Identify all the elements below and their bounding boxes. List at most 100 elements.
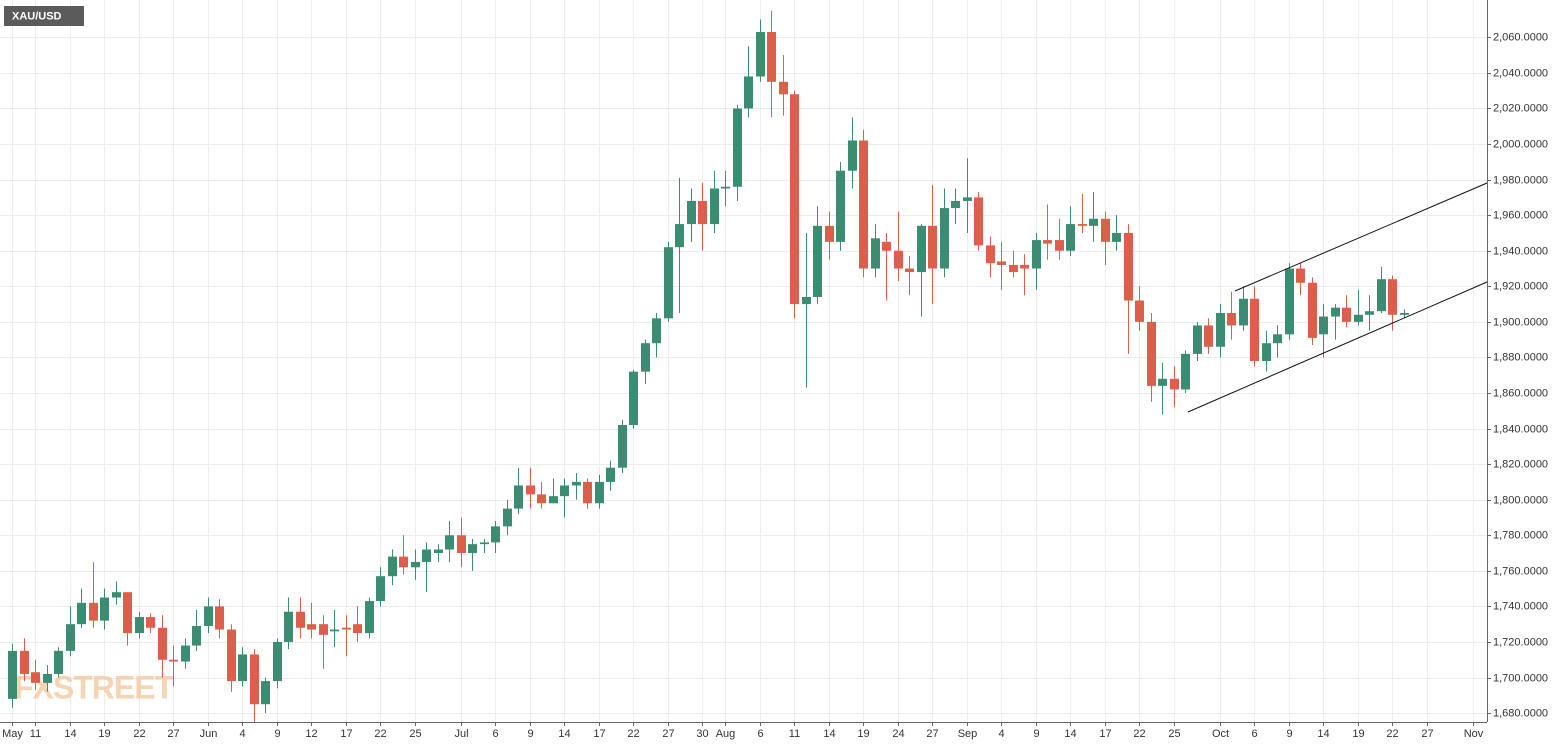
candle-body [296,611,305,628]
candle-body [215,606,224,630]
x-tick-label: 9 [1286,728,1292,740]
x-tick-label: Sep [958,728,978,740]
candle-body [549,496,558,504]
x-tick-label: 14 [1317,728,1329,740]
title-badge [4,6,84,26]
x-tick-label: 14 [1064,728,1076,740]
candle-body [572,481,581,486]
candle-body [1400,312,1409,315]
candle-body [1193,325,1202,354]
candle-body [848,140,857,171]
x-tick-label: 27 [167,728,179,740]
candle-body [1032,240,1041,269]
candle-body [1135,300,1144,322]
candle-body [641,343,650,372]
watermark: FXSTREET [14,669,175,705]
candle-body [974,197,983,246]
candle-body [204,606,213,626]
y-tick-label: 1,860.0000 [1493,387,1548,399]
candle-body [1331,307,1340,317]
x-tick-label: Jul [454,728,468,740]
candle-body [31,672,40,683]
candle-body [307,624,316,630]
candle-body [468,544,477,554]
candle-body [1170,378,1179,390]
candle-body [77,602,86,625]
candle-body [319,624,328,635]
y-tick-label: 1,740.0000 [1493,600,1548,612]
x-tick-label: 11 [30,728,41,740]
candle-body [1262,343,1271,361]
x-tick-label: 17 [340,728,352,740]
y-tick-label: 1,780.0000 [1493,529,1548,541]
candle-body [238,654,247,682]
x-tick-label: 22 [1386,728,1398,740]
candle-body [89,602,98,621]
x-tick-label: Nov [1464,728,1484,740]
candle-body [54,650,63,674]
candle-body [20,650,29,674]
x-tick-label: 19 [857,728,869,740]
y-tick-label: 2,000.0000 [1493,138,1548,150]
y-tick-label: 1,800.0000 [1493,494,1548,506]
x-tick-label: 14 [558,728,570,740]
candle-body [353,624,362,634]
candle-body [434,549,443,554]
candle-body [905,268,914,273]
candle-body [43,673,52,683]
candle-body [1342,307,1351,322]
candle-body [813,225,822,297]
candle-body [1296,268,1305,283]
candle-body [227,629,236,682]
x-tick-label: Jun [200,728,218,740]
candle-body [376,576,385,602]
x-tick-label: 25 [409,728,421,740]
candle-body [388,556,397,577]
candle-body [146,617,155,628]
candle-body [537,494,546,504]
candles [8,10,1409,722]
candle-body [192,625,201,646]
candle-body [445,535,454,550]
candle-body [514,485,523,509]
candle-body [422,549,431,562]
candle-body [997,261,1006,265]
y-tick-label: 1,720.0000 [1493,636,1548,648]
candle-body [1158,378,1167,386]
candle-body [790,94,799,305]
candle-body [894,250,903,269]
candle-body [744,76,753,109]
y-tick-label: 2,060.0000 [1493,31,1548,43]
candle-body [1308,282,1317,338]
candle-body [526,485,535,495]
candle-body [652,318,661,344]
y-tick-label: 2,020.0000 [1493,102,1548,114]
candle-body [595,481,604,504]
candle-body [8,650,17,699]
x-tick-label: 30 [696,728,708,740]
candle-body [756,32,765,77]
axes: 1,680.0000 1,700.0000 1,720.0000 1,740.0000… [2,31,1548,740]
x-tick-label: 4 [998,728,1004,740]
candle-body [560,485,569,497]
trend-line-lower [1187,281,1488,413]
candle-body [951,200,960,209]
candle-body [100,597,109,621]
candle-body [1204,325,1213,347]
candle-body [250,654,259,705]
x-tick-label: 9 [527,728,533,740]
candle-body [802,296,811,305]
candle-body [698,200,707,225]
x-tick-label: 9 [274,728,280,740]
candle-body [135,617,144,634]
candle-body [342,627,351,630]
candle-body [1020,264,1029,269]
candle-body [836,170,845,242]
candle-body [1285,268,1294,335]
candle-body [1066,224,1075,251]
candle-body [365,601,374,634]
candle-body [710,188,719,225]
x-tick-label: 27 [662,728,674,740]
